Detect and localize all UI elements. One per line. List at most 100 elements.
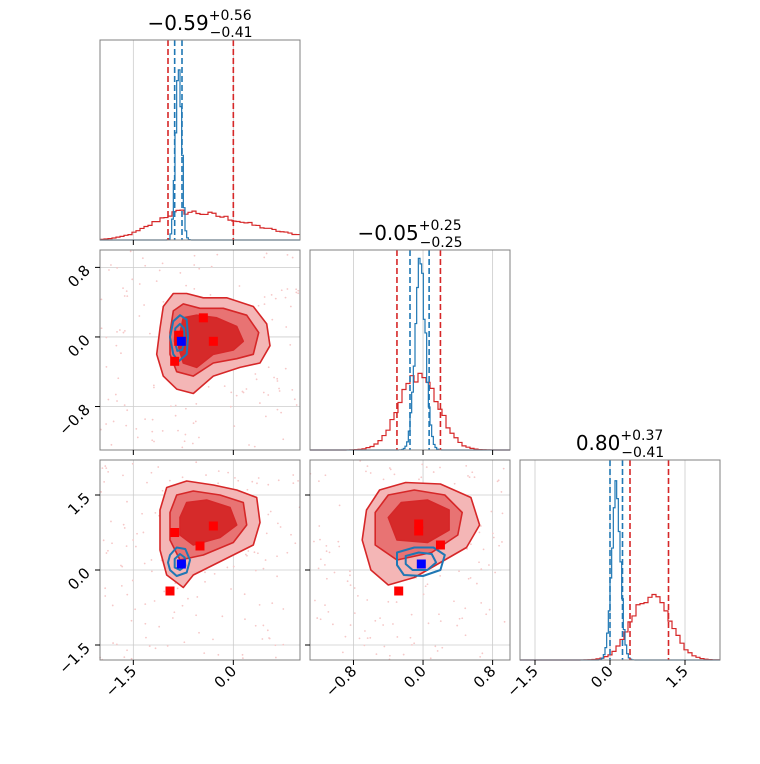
scatter-panel-1-sample	[230, 391, 233, 394]
scatter-panel-2-sample	[261, 638, 264, 640]
scatter-panel-3-sample	[467, 577, 470, 580]
scatter-panel-2-sample	[100, 491, 102, 493]
scatter-panel-1-sample	[123, 330, 126, 332]
scatter-panel-2-ytick-label-1: 0.0	[64, 564, 94, 594]
scatter-panel-3-sample	[337, 540, 340, 543]
scatter-panel-1-sample	[229, 405, 232, 408]
scatter-panel-3-sample	[353, 612, 356, 615]
scatter-panel-1-sample	[282, 438, 285, 441]
scatter-panel-2-sample	[257, 477, 260, 479]
scatter-panel-1-sample	[169, 405, 172, 408]
scatter-panel-2-sample	[187, 597, 189, 600]
scatter-panel-2-sample	[136, 532, 138, 535]
scatter-panel-2-xtick-label-0: −1.5	[102, 662, 140, 700]
scatter-panel-2-sample	[256, 552, 259, 555]
scatter-panel-3-sample	[427, 622, 430, 625]
scatter-panel-2-sample	[227, 471, 230, 474]
scatter-panel-3-marker-a-2	[435, 540, 445, 550]
scatter-panel-3-sample	[411, 643, 413, 646]
scatter-panel-2-sample	[144, 622, 147, 625]
scatter-panel-2-marker-a-1	[208, 521, 218, 531]
scatter-panel-3-sample	[341, 651, 344, 654]
scatter-panel-2-sample	[163, 590, 166, 593]
scatter-panel-2-sample	[176, 587, 179, 590]
scatter-panel-2-sample	[154, 647, 157, 650]
hist-panel-3-xtick-label-2: 1.5	[662, 662, 692, 692]
scatter-panel-3-sample	[465, 464, 468, 467]
scatter-panel-3-sample	[338, 545, 341, 548]
scatter-panel-1-sample	[238, 285, 241, 287]
scatter-panel-2-sample	[203, 652, 206, 655]
scatter-panel-2-sample	[226, 566, 229, 569]
scatter-panel-3-sample	[470, 543, 472, 546]
scatter-panel-1-marker-a-4	[170, 356, 180, 366]
scatter-panel-3-sample	[488, 608, 491, 611]
scatter-panel-3-sample	[481, 652, 484, 655]
hist-panel-1-title-lower: −0.41	[210, 25, 253, 41]
scatter-panel-2-sample	[126, 500, 128, 503]
scatter-panel-3-sample	[363, 644, 366, 647]
scatter-panel-1-sample	[108, 269, 110, 271]
scatter-panel-1-sample	[153, 440, 155, 443]
scatter-panel-2-sample	[221, 615, 224, 618]
scatter-panel-2-sample	[271, 602, 274, 605]
scatter-panel-2-sample	[276, 575, 278, 578]
scatter-panel-3-sample	[421, 463, 424, 466]
scatter-panel-1-sample	[191, 442, 194, 445]
scatter-panel-3: −0.8 0.0 0.8	[305, 459, 511, 701]
scatter-panel-2-sample	[120, 584, 123, 587]
scatter-panel-2-sample	[102, 539, 105, 542]
scatter-panel-1-sample	[265, 252, 268, 255]
scatter-panel-1-sample	[289, 343, 292, 346]
scatter-panel-3-sample	[502, 467, 505, 470]
scatter-panel-3-sample	[494, 571, 497, 574]
scatter-panel-2-sample	[237, 479, 240, 482]
scatter-panel-1-sample	[107, 398, 110, 401]
scatter-panel-2-sample	[134, 545, 137, 548]
scatter-panel-2-sample	[146, 481, 148, 484]
scatter-panel-2-sample	[286, 551, 289, 554]
scatter-panel-1-sample	[223, 385, 226, 388]
hist-panel-3-title-median: 0.80	[576, 431, 621, 455]
scatter-panel-1-sample	[138, 283, 141, 285]
scatter-panel-2-sample	[246, 488, 249, 491]
scatter-panel-3-sample	[479, 656, 482, 658]
scatter-panel-1-sample	[209, 293, 212, 296]
scatter-panel-1-sample	[198, 267, 201, 270]
scatter-panel-3-sample	[349, 584, 352, 586]
hist-panel-1: −0.59+0.56 −0.41	[99, 8, 301, 245]
scatter-panel-2-sample	[253, 551, 256, 554]
scatter-panel-1-sample	[126, 409, 129, 412]
scatter-panel-1-sample	[144, 264, 147, 267]
scatter-panel-3-sample	[317, 567, 320, 570]
scatter-panel-3-sample	[497, 479, 500, 482]
scatter-panel-3-sample	[478, 561, 480, 564]
scatter-panel-3-sample	[473, 476, 476, 479]
scatter-panel-2-sample	[290, 533, 292, 536]
scatter-panel-2-sample	[101, 467, 104, 470]
scatter-panel-2-sample	[269, 510, 272, 513]
scatter-panel-1-sample	[116, 330, 118, 333]
scatter-panel-3-sample	[498, 544, 500, 547]
scatter-panel-1-sample	[295, 404, 298, 406]
hist-panel-2-title-median: −0.05	[357, 221, 418, 245]
scatter-panel-3-sample	[439, 620, 442, 623]
scatter-panel-1-sample	[271, 318, 274, 321]
scatter-panel-3-sample	[318, 480, 320, 483]
scatter-panel-3-sample	[356, 594, 359, 597]
scatter-panel-2-sample	[171, 617, 174, 619]
scatter-panel-2-sample	[144, 603, 147, 606]
scatter-panel-1-sample	[257, 304, 260, 307]
scatter-panel-1-sample	[105, 365, 108, 368]
scatter-panel-3-sample	[314, 599, 316, 602]
scatter-panel-1-sample	[258, 402, 261, 404]
scatter-panel-1-sample	[184, 407, 187, 410]
scatter-panel-1-sample	[270, 293, 273, 296]
scatter-panel-3-sample	[349, 574, 351, 577]
scatter-panel-3-sample	[366, 465, 369, 468]
scatter-panel-3-sample	[458, 570, 460, 573]
scatter-panel-1-sample	[267, 366, 270, 369]
scatter-panel-3-sample	[331, 623, 334, 626]
scatter-panel-1-sample	[152, 384, 155, 387]
scatter-panel-3-sample	[393, 473, 396, 476]
